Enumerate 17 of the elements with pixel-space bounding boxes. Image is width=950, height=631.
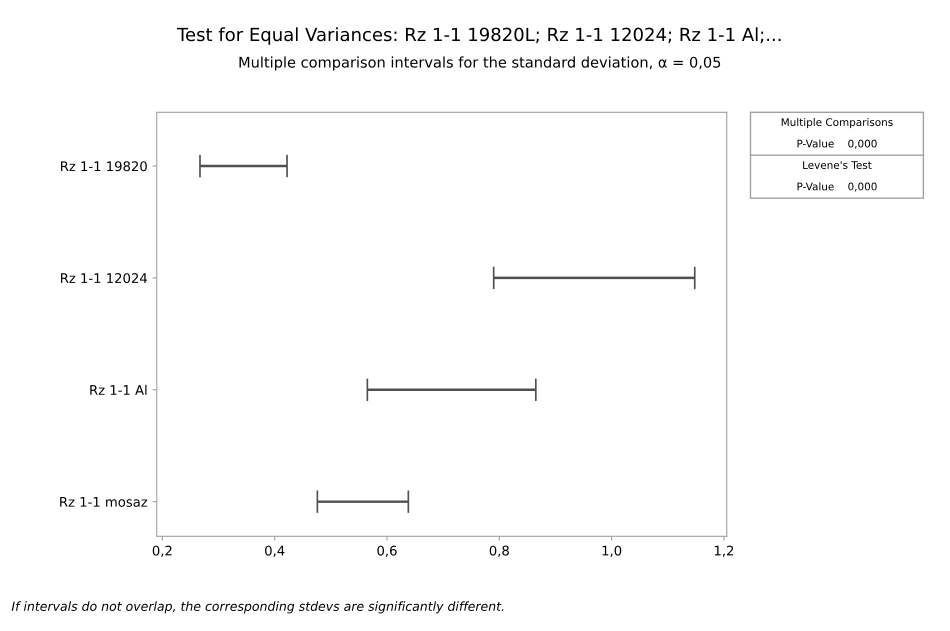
chart-subtitle: Multiple comparison intervals for the standard deviation, α = 0,05 <box>239 56 720 71</box>
x-tick-label: 0,6 <box>377 546 397 557</box>
text: P-Value 0,000 <box>798 182 877 192</box>
x-tick-label: 0,2 <box>152 546 172 557</box>
x-tick-label: 1,0 <box>602 546 622 557</box>
y-tick-label: Rz 1-1 19820 <box>61 161 147 172</box>
y-tick-label: Rz 1-1 mosaz <box>60 497 148 507</box>
y-tick-label: Rz 1-1 Al <box>90 384 146 395</box>
text: P-Value 0,000 <box>798 139 877 149</box>
text: Multiple Comparisons <box>782 118 893 128</box>
chart-title: Test for Equal Variances: Rz 1-1 19820L; Rz 1-1 12024; Rz 1-1 Al;... <box>176 27 781 45</box>
x-tick-label: 0,8 <box>490 546 509 557</box>
x-tick-label: 1,2 <box>714 546 734 557</box>
text: Levene's Test <box>803 161 872 169</box>
text: If intervals do not overlap, the corresponding stdevs are significantly different. <box>12 601 504 614</box>
x-tick-label: 0,4 <box>265 546 284 557</box>
y-tick-label: Rz 1-1 12024 <box>61 273 147 284</box>
